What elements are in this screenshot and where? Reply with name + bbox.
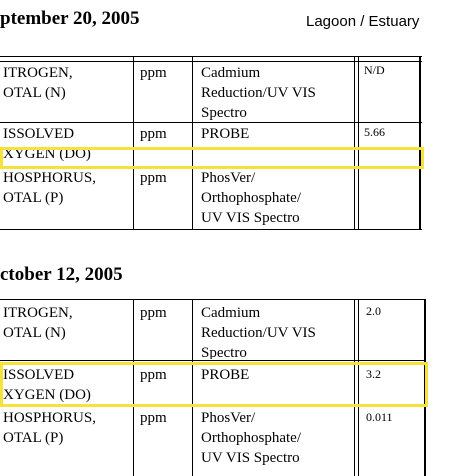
highlight-box xyxy=(0,362,428,407)
result-value: 2.0 xyxy=(366,304,381,318)
parameter-line: OTAL (P) xyxy=(3,190,64,206)
method-line: Orthophosphate/ xyxy=(201,190,301,206)
result-value: 0.011 xyxy=(366,410,393,424)
result-value: N/D xyxy=(364,63,385,77)
unit: ppm xyxy=(140,170,167,186)
unit: ppm xyxy=(140,65,167,81)
parameter-line: OTAL (N) xyxy=(3,85,66,101)
parameter-line: XYGEN (DO) xyxy=(3,146,91,162)
result-value: 3.2 xyxy=(366,367,381,381)
method-line: Reduction/UV VIS xyxy=(201,85,316,101)
unit: ppm xyxy=(140,367,167,383)
method-line: Reduction/UV VIS xyxy=(201,325,316,341)
method-line: Cadmium xyxy=(201,65,261,81)
parameter-line: HOSPHORUS, xyxy=(3,170,96,186)
method-line: PhosVer/ xyxy=(201,170,256,186)
parameter-line: HOSPHORUS, xyxy=(3,410,96,426)
unit: ppm xyxy=(140,410,167,426)
parameter-line: OTAL (P) xyxy=(3,430,64,446)
unit: ppm xyxy=(140,305,167,321)
method-line: PROBE xyxy=(201,367,250,383)
method-line: UV VIS Spectro xyxy=(201,450,300,466)
method-line: UV VIS Spectro xyxy=(201,210,300,226)
parameter-line: ITROGEN, xyxy=(3,65,73,81)
method-line: Spectro xyxy=(201,345,247,359)
method-line: PhosVer/ xyxy=(201,410,256,426)
parameter-line: OTAL (N) xyxy=(3,325,66,341)
method-line: PROBE xyxy=(201,126,250,142)
result-value: 5.66 xyxy=(364,125,385,139)
site-label: Lagoon / Estuary xyxy=(306,13,420,30)
method-line: Cadmium xyxy=(201,305,261,321)
highlight-box xyxy=(0,147,424,169)
parameter-line: ISSOLVED xyxy=(3,367,75,383)
parameter-line: ITROGEN, xyxy=(3,305,73,321)
parameter-line: ISSOLVED xyxy=(3,126,75,142)
parameter-line: XYGEN (DO) xyxy=(3,387,91,403)
method-line: Orthophosphate/ xyxy=(201,430,301,446)
method-line: Spectro xyxy=(201,105,247,120)
unit: ppm xyxy=(140,126,167,142)
sample-date-2: ctober 12, 2005 xyxy=(0,264,123,285)
sample-date-1: ptember 20, 2005 xyxy=(0,8,140,29)
